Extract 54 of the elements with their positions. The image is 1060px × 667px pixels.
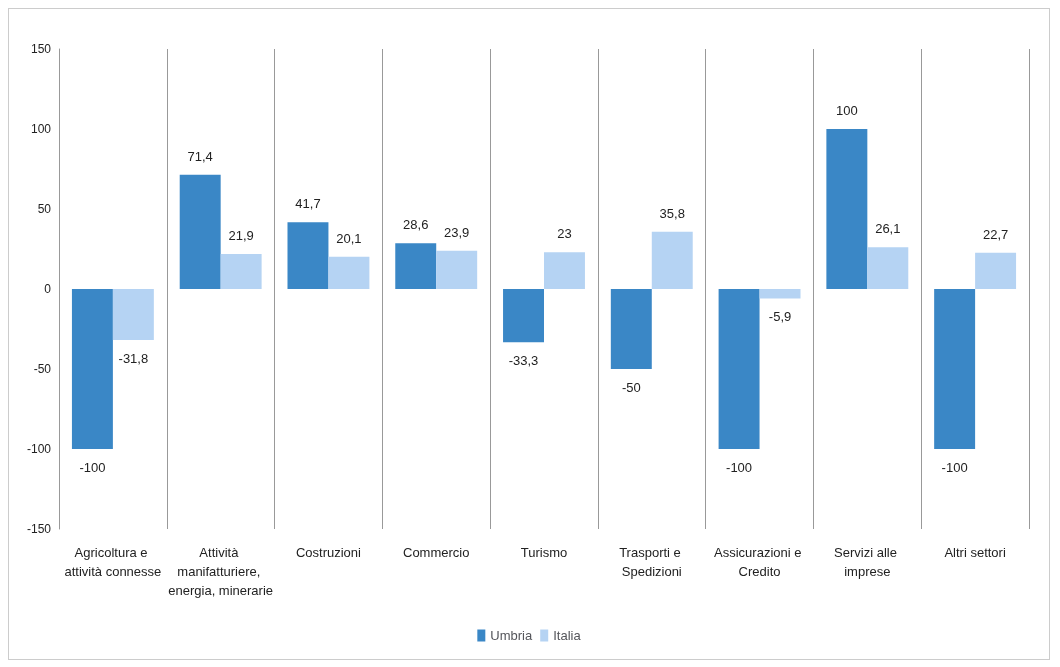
data-label: -100: [79, 460, 106, 475]
x-tick-label: Commercio: [402, 545, 470, 560]
bar: [826, 129, 868, 289]
data-label: -50: [621, 380, 641, 395]
bar: [503, 289, 544, 343]
legend-label: Umbria: [490, 628, 533, 643]
data-label: 23,9: [444, 224, 470, 240]
data-label: 35,8: [659, 205, 685, 221]
x-tick-label: Costruzioni: [295, 545, 362, 560]
x-tick-label: Altri settori: [944, 545, 1006, 560]
bar: [220, 253, 262, 289]
bar: [867, 247, 909, 289]
legend-label: Italia: [553, 628, 582, 643]
bar: [436, 250, 478, 289]
y-tick-label: 50: [37, 202, 52, 216]
x-tick-label: Turismo: [520, 545, 568, 560]
bar: [610, 289, 652, 369]
data-label: -100: [941, 460, 968, 475]
bar: [718, 289, 760, 449]
bar: [71, 289, 113, 449]
y-tick-label: -50: [33, 362, 52, 376]
y-tick-label: 100: [30, 122, 52, 136]
bar: [287, 222, 329, 289]
bar: [544, 252, 585, 289]
x-tick-label: Attività manifatturiere, energia, minerarie: [168, 545, 274, 598]
data-label: 21,9: [228, 227, 254, 243]
data-label: -33,3: [508, 353, 539, 369]
data-label: 22,7: [982, 226, 1009, 242]
y-tick-label: -150: [26, 522, 52, 536]
y-tick-label: 150: [30, 42, 52, 56]
data-label: 41,7: [295, 196, 321, 212]
data-label: 71,4: [187, 148, 213, 164]
x-tick-label: Servizi alle imprese: [834, 545, 901, 579]
x-tick-label: Trasporti e Spedizioni: [619, 545, 685, 579]
bar: [934, 289, 976, 449]
data-label: 26,1: [875, 221, 901, 237]
bar: [975, 252, 1017, 289]
x-tick-label: Agricoltura e attività connesse: [64, 545, 162, 579]
data-label: 20,1: [336, 230, 362, 246]
data-label: 23: [557, 226, 572, 242]
bar: [651, 231, 693, 289]
data-label: -5,9: [768, 309, 792, 325]
x-tick-label: Assicurazioni e Credito: [714, 545, 806, 579]
data-label: 28,6: [403, 217, 429, 233]
bar: [395, 243, 437, 289]
bar: [328, 256, 370, 289]
y-tick-label: -100: [26, 442, 52, 456]
data-label: -100: [726, 460, 753, 475]
data-label: 100: [836, 103, 858, 118]
bar: [179, 174, 221, 289]
data-label: -31,8: [118, 350, 149, 366]
y-tick-label: 0: [44, 282, 52, 296]
bar: [759, 289, 801, 299]
bar: [112, 289, 154, 340]
